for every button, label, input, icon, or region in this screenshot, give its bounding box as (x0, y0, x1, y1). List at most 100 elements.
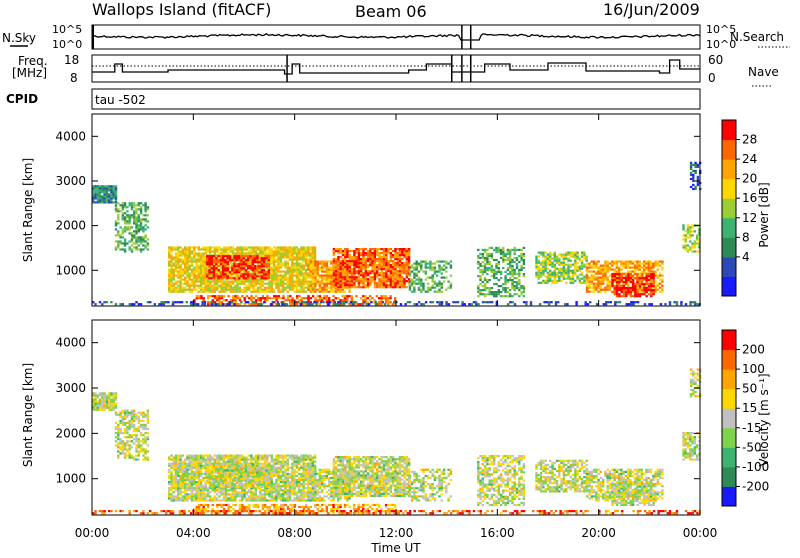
heatmap-cell (344, 266, 346, 268)
heatmap-cell (443, 261, 445, 263)
heatmap-cell (523, 275, 525, 277)
heatmap-cell (101, 394, 103, 396)
heatmap-cell (570, 254, 572, 256)
heatmap-cell (356, 252, 358, 254)
heatmap-cell (249, 275, 251, 277)
heatmap-cell (477, 261, 479, 263)
heatmap-cell (545, 266, 547, 268)
heatmap-cell (99, 392, 101, 394)
heatmap-cell (413, 269, 415, 271)
heatmap-cell (328, 277, 330, 279)
heatmap-cell (411, 279, 413, 281)
heatmap-cell (103, 193, 105, 195)
heatmap-cell (348, 291, 350, 293)
heatmap-cell (397, 274, 399, 276)
heatmap-cell (182, 287, 184, 289)
heatmap-cell (168, 489, 170, 491)
heatmap-cell (110, 199, 112, 201)
heatmap-cell (186, 485, 188, 487)
heatmap-cell (413, 289, 415, 291)
heatmap-cell (184, 497, 186, 499)
heatmap-cell (595, 271, 597, 273)
heatmap-cell (115, 185, 117, 187)
heatmap-cell (129, 457, 131, 459)
heatmap-cell (220, 255, 222, 257)
heatmap-cell (383, 276, 385, 278)
heatmap-cell (296, 297, 298, 299)
heatmap-cell (234, 299, 236, 301)
heatmap-cell (436, 285, 438, 287)
heatmap-cell (207, 297, 209, 299)
heatmap-cell (337, 284, 339, 286)
heatmap-cell (498, 267, 500, 269)
heatmap-cell (175, 261, 177, 263)
heatmap-cell (604, 271, 606, 273)
heatmap-cell (97, 407, 99, 409)
heatmap-cell (326, 263, 328, 265)
heatmap-cell (411, 265, 413, 267)
heatmap-cell (604, 289, 606, 291)
velocity-heatmap-cells (92, 369, 701, 515)
heatmap-cell (429, 289, 431, 291)
heatmap-cell (507, 269, 509, 271)
heatmap-cell (218, 299, 220, 301)
heatmap-cell (108, 195, 110, 197)
heatmap-cell (332, 299, 334, 301)
heatmap-cell (216, 287, 218, 289)
heatmap-cell (387, 276, 389, 278)
heatmap-cell (298, 285, 300, 287)
heatmap-cell (479, 275, 481, 277)
heatmap-cell (239, 246, 241, 248)
heatmap-cell (263, 275, 265, 277)
heatmap-cell (103, 201, 105, 203)
heatmap-cell (133, 418, 135, 420)
heatmap-cell (315, 301, 317, 303)
heatmap-cell (468, 303, 470, 305)
heatmap-cell (309, 252, 311, 254)
heatmap-cell (129, 228, 131, 230)
heatmap-cell (450, 265, 452, 267)
heatmap-cell (507, 249, 509, 251)
heatmap-cell (489, 287, 491, 289)
heatmap-cell (230, 287, 232, 289)
heatmap-cell (126, 416, 128, 418)
heatmap-cell (296, 295, 298, 297)
heatmap-cell (540, 276, 542, 278)
heatmap-cell (364, 299, 366, 301)
heatmap-cell (94, 303, 96, 305)
heatmap-cell (189, 254, 191, 256)
heatmap-cell (638, 263, 640, 265)
heatmap-cell (222, 265, 224, 267)
heatmap-cell (369, 252, 371, 254)
heatmap-cell (574, 260, 576, 262)
heatmap-cell (535, 272, 537, 274)
heatmap-cell (168, 248, 170, 250)
heatmap-cell (147, 438, 149, 440)
heatmap-cell (369, 260, 371, 262)
heatmap-cell (173, 465, 175, 467)
heatmap-cell (108, 193, 110, 195)
heatmap-cell (409, 287, 411, 289)
heatmap-cell (565, 282, 567, 284)
heatmap-cell (689, 301, 691, 303)
heatmap-cell (97, 185, 99, 187)
heatmap-cell (184, 283, 186, 285)
heatmap-cell (173, 479, 175, 481)
heatmap-cell (147, 422, 149, 424)
heatmap-cell (381, 282, 383, 284)
heatmap-cell (191, 279, 193, 281)
heatmap-cell (184, 289, 186, 291)
heatmap-cell (177, 467, 179, 469)
heatmap-cell (268, 257, 270, 259)
heatmap-cell (323, 271, 325, 273)
heatmap-cell (110, 409, 112, 411)
heatmap-cell (243, 248, 245, 250)
heatmap-cell (312, 269, 314, 271)
heatmap-cell (309, 256, 311, 258)
heatmap-cell (229, 259, 231, 261)
heatmap-cell (241, 295, 243, 297)
heatmap-cell (545, 260, 547, 262)
heatmap-cell (268, 263, 270, 265)
heatmap-cell (565, 254, 567, 256)
heatmap-cell (432, 285, 434, 287)
